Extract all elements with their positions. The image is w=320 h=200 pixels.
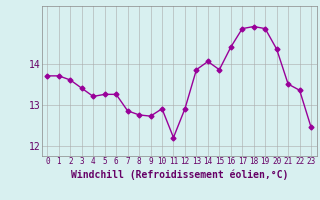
X-axis label: Windchill (Refroidissement éolien,°C): Windchill (Refroidissement éolien,°C)	[70, 169, 288, 180]
